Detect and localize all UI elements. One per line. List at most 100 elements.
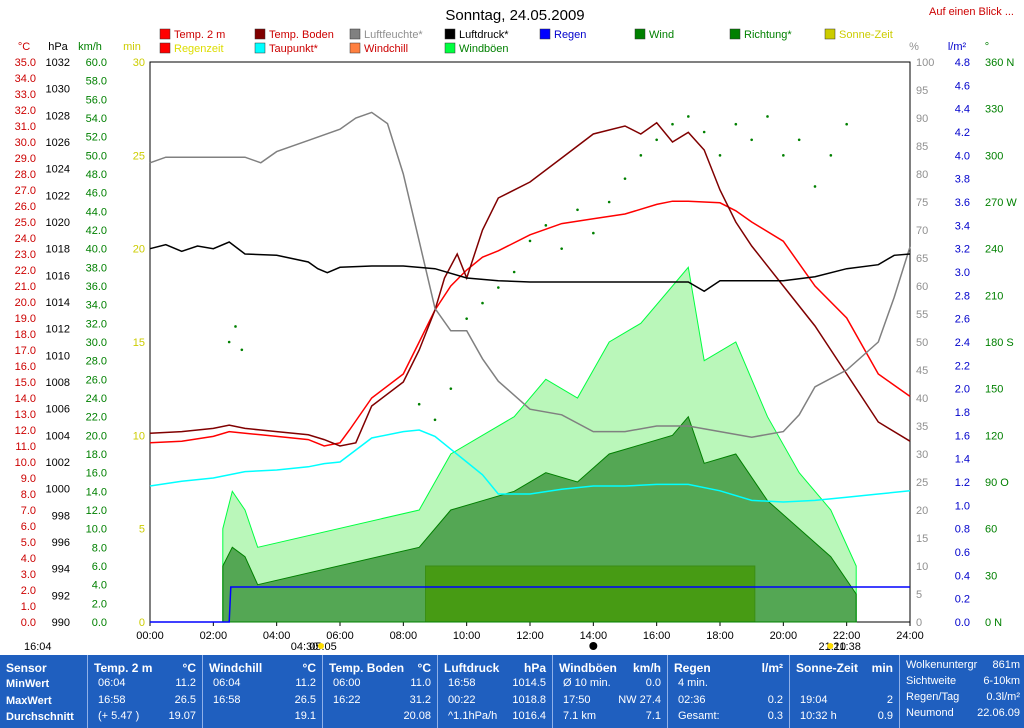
stats-avg-label: Durchschnitt	[6, 711, 74, 723]
legend-swatch-11	[824, 28, 836, 40]
stats-max-time: 00:22	[448, 694, 476, 706]
minutes-tick: 20	[133, 244, 145, 256]
series-luftdruck-	[149, 241, 911, 293]
wind-tick: 16.0	[86, 468, 107, 480]
direction-point	[481, 301, 484, 305]
wind-tick: 26.0	[86, 374, 107, 386]
wind-tick: 6.0	[92, 561, 107, 573]
pressure-tick: 1018	[46, 244, 70, 256]
legend-label-8: Regen	[554, 29, 586, 41]
pressure-tick: 1010	[46, 350, 70, 362]
stats-sensor-name: Luftdruck	[444, 661, 500, 675]
pressure-tick: 1022	[46, 190, 70, 202]
stats-max-time: 19:04	[800, 694, 828, 706]
direction-point	[497, 286, 500, 289]
temp-tick: 11.0	[15, 441, 36, 453]
humidity-tick: 5	[916, 589, 922, 601]
rain-tick: 2.2	[955, 360, 970, 372]
humidity-tick: 35	[916, 421, 928, 433]
direction-point	[734, 122, 738, 126]
stats-extra-label: Sichtweite	[906, 675, 957, 687]
rain-tick: 0.8	[955, 524, 970, 536]
rain-tick: 3.0	[955, 267, 970, 279]
stats-panel-6: Sonne-Zeit min 19:04 2 10:32 h 0.9	[790, 655, 900, 728]
x-tick-label: 24:00	[896, 630, 924, 642]
temp-tick: 13.0	[15, 409, 36, 421]
chart-title: Sonntag, 24.05.2009	[445, 7, 584, 24]
stats-avg-note: ^1.1hPa/h	[448, 710, 498, 722]
direction-tick: 30	[985, 570, 997, 582]
stats-max-value: 1018.8	[512, 694, 546, 706]
stats-sensor-name: Regen	[674, 661, 711, 675]
stats-sensor-unit: l/m²	[761, 661, 783, 675]
pressure-tick: 1006	[46, 404, 70, 416]
stats-sensor-label: Sensor	[6, 661, 47, 675]
minutes-tick: 0	[139, 617, 145, 629]
humidity-tick: 20	[916, 505, 928, 517]
stats-avg-value: 19.07	[168, 710, 196, 722]
wind-tick: 46.0	[86, 188, 107, 200]
stats-sensor-name: Temp. 2 m	[94, 661, 153, 675]
humidity-tick: 80	[916, 169, 928, 181]
humidity-tick: 90	[916, 113, 928, 125]
wind-tick: 4.0	[92, 580, 107, 592]
stats-panel-2: Temp. Boden °C 06:00 11.0 16:22 31.2 20.08	[323, 655, 438, 728]
pressure-tick: 1030	[46, 84, 70, 96]
humidity-tick: 75	[916, 197, 928, 209]
wind-tick: 38.0	[86, 262, 107, 274]
stats-label-column: Sensor MinWert MaxWert Durchschnitt	[0, 655, 88, 728]
direction-point	[512, 270, 516, 274]
minutes-tick: 10	[133, 430, 145, 442]
stats-panel-0: Temp. 2 m °C 06:04 11.2 16:58 26.5 (+ 5.47 ) 19…	[88, 655, 203, 728]
humidity-tick: 45	[916, 365, 928, 377]
stats-avg-value: 19.1	[294, 710, 316, 722]
plot-area	[149, 111, 911, 623]
temp-tick: 20.0	[15, 297, 36, 309]
stats-min-value: 0.0	[645, 677, 661, 689]
wind-tick: 54.0	[86, 113, 107, 125]
x-tick-label: 00:00	[136, 630, 164, 642]
rain-tick: 4.0	[955, 150, 970, 162]
rain-tick: 2.8	[955, 290, 970, 302]
pressure-tick: 992	[52, 590, 70, 602]
rain-tick: 1.2	[955, 477, 970, 489]
pressure-tick: 1008	[46, 377, 70, 389]
humidity-tick: 15	[916, 533, 928, 545]
pressure-tick: 1004	[46, 430, 70, 442]
rain-tick: 4.4	[955, 104, 970, 116]
series-temp-boden	[149, 121, 911, 447]
legend-swatch-3	[254, 42, 266, 54]
direction-point	[702, 130, 706, 134]
wind-tick: 48.0	[86, 169, 107, 181]
wind-tick: 28.0	[86, 356, 107, 368]
minutes-tick: 15	[133, 337, 145, 349]
pressure-tick: 1024	[46, 164, 70, 176]
pressure-tick: 998	[52, 510, 70, 522]
humidity-tick: 65	[916, 253, 928, 265]
temp-unit-label: °C	[18, 41, 30, 53]
temp-tick: 23.0	[15, 249, 36, 261]
rain-tick: 0.0	[955, 617, 970, 629]
stats-extra-panel: Wolkenuntergr 861m Sichtweite 6-10km Regen/T…	[900, 655, 1024, 728]
temp-tick: 3.0	[21, 569, 36, 581]
overview-link[interactable]: Auf einen Blick ...	[929, 6, 1014, 18]
direction-point	[240, 348, 244, 352]
wind-tick: 40.0	[86, 244, 107, 256]
minutes-tick: 25	[133, 150, 145, 162]
rain-tick: 1.0	[955, 500, 970, 512]
wind-unit-label: km/h	[78, 41, 102, 53]
stats-avg-value: 20.08	[403, 710, 431, 722]
temp-tick: 18.0	[15, 329, 36, 341]
minutes-unit-label: min	[123, 41, 141, 53]
rain-tick: 4.6	[955, 80, 970, 92]
direction-tick: 0 N	[985, 617, 1002, 629]
humidity-tick: 0	[916, 617, 922, 629]
x-tick-label: 18:00	[706, 630, 734, 642]
direction-point	[766, 115, 769, 118]
legend-label-4: Luftfeuchte*	[364, 29, 423, 41]
rain-tick: 2.0	[955, 384, 970, 396]
pressure-tick: 1028	[46, 110, 70, 122]
temp-tick: 10.0	[15, 457, 36, 469]
legend-label-1: Regenzeit	[174, 43, 224, 55]
sunrise-marker	[317, 643, 324, 649]
